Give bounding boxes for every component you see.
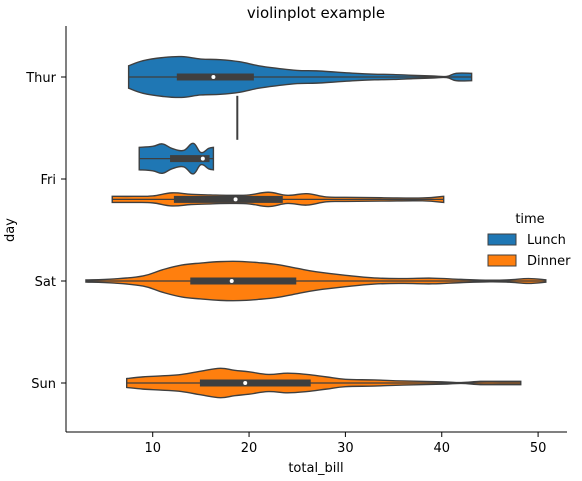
y-tick-label: Sun xyxy=(31,377,56,392)
plot-area xyxy=(85,55,547,399)
violin-sun-dinner xyxy=(125,367,522,399)
legend-swatch-dinner xyxy=(487,254,517,267)
violin-median-dot xyxy=(243,381,248,385)
y-axis-ticks: Thur Fri Sat Sun xyxy=(25,71,66,392)
legend-label-lunch: Lunch xyxy=(527,233,566,248)
violin-iqr-box xyxy=(199,379,311,387)
legend: time Lunch Dinner xyxy=(487,212,571,269)
legend-label-dinner: Dinner xyxy=(527,254,571,269)
violin-sat-dinner xyxy=(85,260,547,302)
y-tick-label: Thur xyxy=(25,71,56,86)
x-axis-ticks: 10 20 30 40 50 xyxy=(144,432,546,456)
violin-fri-dinner xyxy=(111,191,445,208)
violin-fri-lunch xyxy=(138,142,215,175)
legend-items: Lunch Dinner xyxy=(487,233,571,269)
violin-thur-lunch xyxy=(127,55,473,99)
legend-title: time xyxy=(515,212,544,227)
violin-median-dot xyxy=(211,75,216,79)
x-tick-label: 40 xyxy=(433,441,450,456)
violin-iqr-box xyxy=(170,155,210,163)
x-axis-label: total_bill xyxy=(288,461,343,476)
y-axis-label: day xyxy=(3,218,18,242)
y-tick-label: Sat xyxy=(35,275,56,290)
chart-title: violinplot example xyxy=(247,4,385,22)
violin-iqr-box xyxy=(173,195,283,203)
y-tick-label: Fri xyxy=(41,173,57,188)
violin-median-dot xyxy=(233,197,238,202)
violin-median-dot xyxy=(229,279,234,283)
x-tick-label: 30 xyxy=(337,441,354,456)
violin-median-dot xyxy=(200,156,205,161)
x-tick-label: 20 xyxy=(241,441,258,456)
x-tick-label: 10 xyxy=(144,441,161,456)
legend-swatch-lunch xyxy=(487,233,517,246)
violin-iqr-box xyxy=(190,277,297,285)
x-tick-label: 50 xyxy=(530,441,547,456)
